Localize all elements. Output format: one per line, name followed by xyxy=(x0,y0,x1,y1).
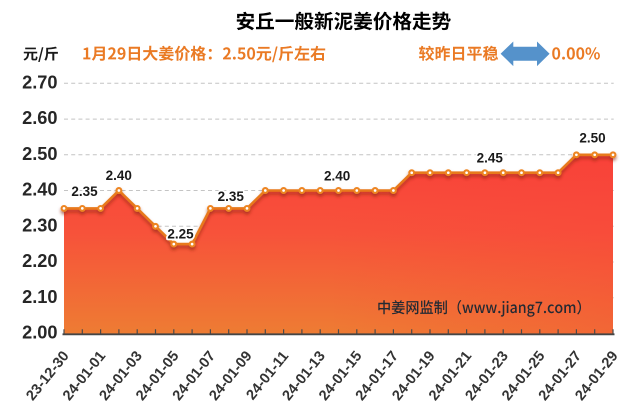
svg-text:2.30: 2.30 xyxy=(22,215,57,235)
svg-text:2.70: 2.70 xyxy=(22,72,57,92)
svg-text:2.50: 2.50 xyxy=(22,144,57,164)
svg-text:2.25: 2.25 xyxy=(167,226,194,241)
svg-text:2.00: 2.00 xyxy=(22,323,57,343)
svg-text:2.60: 2.60 xyxy=(22,108,57,128)
svg-text:2.35: 2.35 xyxy=(218,189,245,204)
svg-text:2.45: 2.45 xyxy=(477,151,504,166)
svg-text:2.50: 2.50 xyxy=(579,131,605,146)
svg-text:2.40: 2.40 xyxy=(324,168,350,183)
svg-text:2.35: 2.35 xyxy=(71,184,98,199)
svg-text:2.40: 2.40 xyxy=(22,180,57,200)
svg-text:2.20: 2.20 xyxy=(22,251,57,271)
svg-text:2.10: 2.10 xyxy=(22,287,57,307)
svg-text:2.40: 2.40 xyxy=(106,168,132,183)
